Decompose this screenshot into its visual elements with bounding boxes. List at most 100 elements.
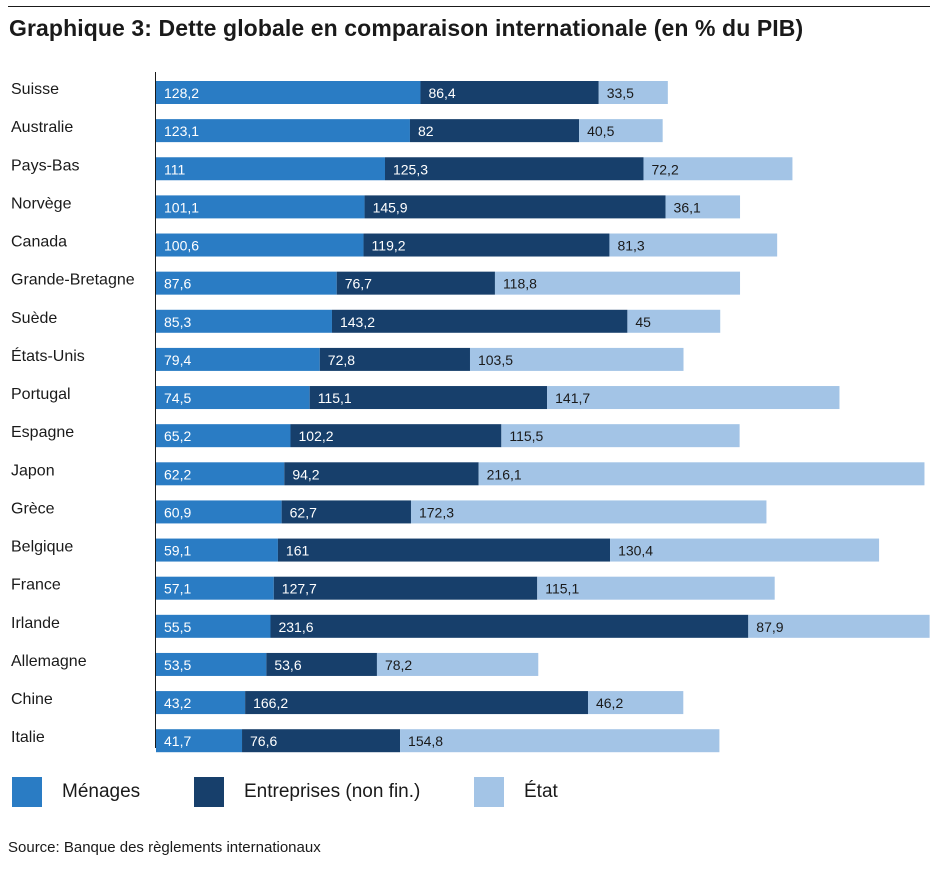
legend-item-etat: État bbox=[474, 776, 558, 808]
data-label: 115,1 bbox=[318, 390, 352, 406]
data-label: 172,3 bbox=[419, 504, 454, 520]
data-label: 46,2 bbox=[596, 695, 623, 711]
data-label: 100,6 bbox=[164, 238, 199, 254]
data-label: 154,8 bbox=[408, 733, 443, 749]
data-label: 78,2 bbox=[385, 657, 412, 673]
data-label: 79,4 bbox=[164, 352, 191, 368]
bar-segment bbox=[579, 119, 663, 143]
data-label: 115,5 bbox=[509, 428, 543, 444]
bar-segment bbox=[410, 500, 767, 524]
bar-segment bbox=[494, 271, 741, 295]
data-label: 60,9 bbox=[164, 504, 191, 520]
data-label: 101,1 bbox=[164, 199, 199, 215]
data-label: 76,7 bbox=[345, 276, 372, 292]
bar-segment bbox=[156, 271, 337, 295]
bar-segment bbox=[537, 576, 775, 600]
category-label: Grèce bbox=[11, 500, 55, 517]
category-label: Portugal bbox=[11, 386, 71, 403]
bar-segment bbox=[409, 119, 580, 143]
data-label: 127,7 bbox=[282, 581, 317, 597]
bar-segment bbox=[156, 309, 332, 333]
bar-segment bbox=[281, 500, 411, 524]
bar-segment bbox=[331, 309, 628, 333]
category-label: Pays-Bas bbox=[11, 157, 79, 174]
category-label: Suisse bbox=[11, 81, 59, 98]
data-label: 40,5 bbox=[587, 123, 614, 139]
source-note: Source: Banque des règlements internatio… bbox=[8, 839, 321, 856]
category-label: Espagne bbox=[11, 424, 74, 441]
category-label: Allemagne bbox=[11, 653, 87, 670]
data-label: 161 bbox=[286, 543, 310, 559]
bar-segment bbox=[587, 691, 684, 715]
data-label: 45 bbox=[635, 314, 651, 330]
data-label: 118,8 bbox=[503, 276, 537, 292]
category-label: Norvège bbox=[11, 195, 72, 212]
data-label: 115,1 bbox=[545, 581, 579, 597]
data-label: 36,1 bbox=[674, 199, 701, 215]
bar-segment bbox=[156, 424, 291, 448]
bar-segment bbox=[273, 576, 538, 600]
bar-segment bbox=[266, 652, 377, 676]
legend-swatch-entreprises bbox=[194, 777, 224, 807]
bar-segment bbox=[336, 271, 495, 295]
bar-segment bbox=[156, 500, 282, 524]
data-label: 94,2 bbox=[292, 466, 319, 482]
bar-segment bbox=[363, 233, 610, 257]
category-label: France bbox=[11, 577, 61, 594]
bar-segment bbox=[376, 652, 539, 676]
data-label: 74,5 bbox=[164, 390, 191, 406]
bar-segment bbox=[156, 195, 365, 219]
bar-segment bbox=[748, 614, 930, 638]
data-label: 55,5 bbox=[164, 619, 191, 635]
data-label: 53,5 bbox=[164, 657, 191, 673]
legend-label-entreprises: Entreprises (non fin.) bbox=[244, 781, 421, 802]
category-label: Chine bbox=[11, 691, 53, 708]
top-rule bbox=[8, 6, 930, 7]
legend-label-etat: État bbox=[524, 781, 558, 802]
bar-segment bbox=[156, 347, 320, 371]
bar-segment bbox=[156, 538, 278, 562]
category-label: Japon bbox=[11, 462, 55, 479]
bar-segment bbox=[547, 386, 840, 410]
bar-segment bbox=[665, 195, 741, 219]
bar-segment bbox=[400, 729, 720, 753]
legend-label-menages: Ménages bbox=[62, 781, 141, 802]
bar-segment bbox=[627, 309, 721, 333]
data-label: 123,1 bbox=[164, 123, 199, 139]
bar-segment bbox=[156, 386, 310, 410]
data-label: 143,2 bbox=[340, 314, 375, 330]
chart-title: Graphique 3: Dette globale en comparaiso… bbox=[9, 15, 804, 41]
data-label: 53,6 bbox=[274, 657, 301, 673]
data-label: 231,6 bbox=[278, 619, 313, 635]
category-label: Canada bbox=[11, 234, 67, 251]
bar-segment bbox=[245, 691, 588, 715]
bar-segment bbox=[156, 614, 271, 638]
bar-segment bbox=[284, 462, 479, 486]
data-label: 62,7 bbox=[290, 504, 317, 520]
data-label: 125,3 bbox=[393, 161, 428, 177]
data-label: 102,2 bbox=[299, 428, 334, 444]
bar-segment bbox=[364, 195, 666, 219]
bar-segment bbox=[610, 538, 880, 562]
data-label: 43,2 bbox=[164, 695, 191, 711]
bar-segment bbox=[242, 729, 401, 753]
bar-segment bbox=[319, 347, 470, 371]
data-label: 82 bbox=[418, 123, 434, 139]
bar-segment bbox=[478, 462, 925, 486]
data-label: 128,2 bbox=[164, 85, 199, 101]
data-label: 76,6 bbox=[250, 733, 277, 749]
bar-segment bbox=[420, 81, 599, 104]
bar-segment bbox=[277, 538, 611, 562]
bar-segment bbox=[156, 652, 267, 676]
bar-segment bbox=[156, 462, 285, 486]
category-label: Grande-Bretagne bbox=[11, 272, 135, 289]
category-label: Suède bbox=[11, 310, 57, 327]
data-label: 130,4 bbox=[618, 543, 653, 559]
data-label: 41,7 bbox=[164, 733, 191, 749]
data-label: 111 bbox=[164, 161, 185, 177]
data-label: 166,2 bbox=[253, 695, 288, 711]
legend-swatch-etat bbox=[474, 777, 504, 807]
bar-segment bbox=[156, 81, 421, 104]
bar-segment bbox=[501, 424, 740, 448]
